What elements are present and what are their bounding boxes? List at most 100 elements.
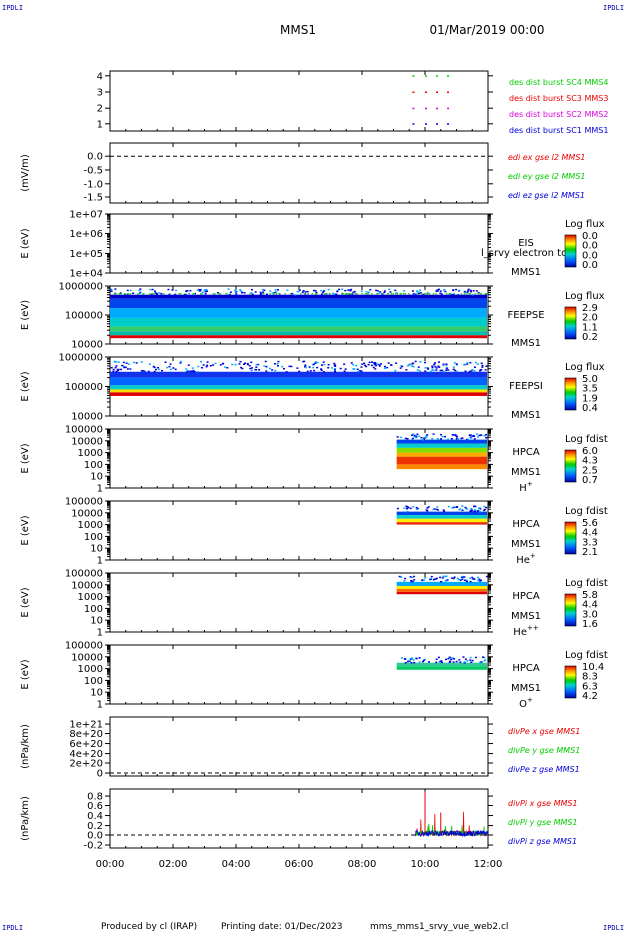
spectrogram-speckle — [110, 290, 113, 293]
spectrogram-speckle — [122, 365, 125, 367]
spectrogram-speckle — [360, 370, 363, 372]
spectrogram-band — [396, 464, 487, 470]
spectrogram-speckle — [471, 368, 474, 371]
y-tick-label: 10000 — [71, 340, 103, 351]
panel-label: MMS1 — [511, 467, 541, 478]
spectrogram-speckle — [316, 366, 319, 369]
spectrogram-speckle — [372, 362, 375, 364]
spectrogram-speckle — [382, 292, 385, 295]
spectrogram-speckle — [336, 290, 339, 293]
spectrogram-speckle — [402, 292, 405, 295]
spectrogram-speckle — [407, 506, 410, 509]
spectrogram-speckle — [474, 505, 477, 508]
spectrogram-speckle — [288, 365, 291, 368]
spectrogram-speckle — [351, 293, 354, 295]
y-axis-label: E (eV) — [20, 300, 31, 330]
spectrogram-speckle — [485, 365, 488, 367]
spectrogram-speckle — [193, 370, 196, 373]
spectrogram-speckle — [323, 292, 326, 295]
spectrogram-speckle — [311, 292, 314, 295]
spectrogram-speckle — [154, 290, 157, 292]
legend-entry: divPe z gse MMS1 — [508, 765, 580, 774]
spectrogram-speckle — [312, 289, 315, 292]
spectrogram-speckle — [341, 292, 344, 295]
spectrogram-speckle — [410, 580, 413, 582]
colorbar — [564, 377, 577, 411]
spectrogram-speckle — [225, 292, 228, 295]
spectrogram-speckle — [417, 292, 420, 295]
spectrogram-band — [110, 371, 487, 378]
y-tick-label: 10 — [90, 472, 103, 483]
y-tick-label: 100000 — [65, 382, 103, 393]
spectrogram-speckle — [480, 369, 483, 371]
spectrogram-speckle — [268, 367, 271, 370]
spectrogram-speckle — [370, 292, 373, 295]
y-tick-label: 10000 — [71, 436, 103, 447]
colorbar — [564, 449, 577, 483]
spectrogram-speckle — [255, 368, 258, 371]
colorbar-tick-label: 1.9 — [582, 393, 598, 404]
spectrogram-speckle — [405, 369, 408, 371]
spectrogram-speckle — [257, 363, 260, 366]
spectrogram-speckle — [466, 508, 469, 510]
legend-entry: des dist burst SC2 MMS2 — [509, 110, 608, 119]
spectrogram-speckle — [369, 288, 372, 291]
spectrogram-speckle — [271, 292, 274, 294]
spectrogram-speckle — [447, 369, 450, 371]
spectrogram-speckle — [158, 292, 161, 294]
plot-frame — [109, 716, 489, 777]
spectrogram-speckle — [466, 362, 469, 364]
spectrogram-speckle — [192, 292, 194, 295]
y-tick-label: 100000 — [65, 569, 103, 580]
corner-label-bottom-left: IPDLI — [2, 924, 24, 932]
spectrogram-speckle — [444, 580, 447, 582]
time-tick-label: 12:00 — [474, 859, 503, 870]
spectrogram-speckle — [198, 290, 201, 292]
series-line — [415, 829, 489, 838]
spectrogram-speckle — [214, 292, 216, 295]
spectrogram-speckle — [323, 290, 326, 292]
y-tick-label: 0.0 — [87, 152, 103, 163]
legend-entry: divPi x gse MMS1 — [508, 799, 578, 808]
panel-burst: 4 3 2 1 des dist burst SC1 MMS1 des dist burs… — [97, 70, 608, 135]
y-tick-label: -0.2 — [83, 841, 103, 852]
spectrogram-speckle — [483, 509, 486, 512]
spectrogram-speckle — [361, 363, 364, 365]
spectrogram-speckle — [115, 365, 118, 367]
y-tick-label: 100 — [84, 460, 103, 471]
spectrogram-speckle — [415, 508, 418, 510]
spectrogram-speckle — [461, 505, 464, 507]
spectrogram-speckle — [124, 366, 127, 369]
spectrogram-speckle — [419, 292, 422, 294]
plot-frame — [109, 644, 489, 705]
spectrogram-speckle — [135, 362, 138, 364]
spectrogram-speckle — [313, 369, 316, 372]
y-tick-label: 1 — [97, 628, 103, 639]
spectrogram-speckle — [122, 361, 125, 364]
spectrogram-speckle — [251, 293, 254, 296]
spectrogram-speckle — [411, 657, 414, 659]
spectrogram-speckle — [441, 435, 444, 438]
spectrogram-speckle — [343, 363, 346, 365]
spectrogram-speckle — [406, 660, 409, 663]
spectrogram-speckle — [413, 436, 416, 438]
burst-point — [425, 75, 427, 77]
spectrogram-speckle — [485, 436, 488, 439]
colorbar-tick-label: 0.2 — [582, 332, 598, 343]
spectrogram-speckle — [311, 363, 314, 366]
spectrogram-speckle — [200, 292, 202, 295]
colorbar — [564, 234, 577, 268]
colorbar-tick-label: 0.0 — [582, 250, 598, 261]
burst-point — [436, 75, 439, 77]
spectrogram-speckle — [150, 293, 153, 296]
spectrogram-speckle — [440, 293, 443, 295]
spectrogram-speckle — [320, 368, 323, 370]
panel-eis: 1e+07 1e+06 1e+05 1e+04 E (eV) EIS MMS1 l_srvy … — [20, 210, 605, 280]
spectrogram-speckle — [425, 435, 428, 437]
spectrogram-speckle — [437, 365, 440, 368]
corner-label-top-left: IPDLI — [2, 4, 24, 12]
spectrogram-speckle — [453, 362, 456, 364]
y-tick-label: 100000 — [65, 425, 103, 436]
spectrogram-speckle — [404, 292, 406, 295]
spectrogram-speckle — [458, 659, 461, 661]
